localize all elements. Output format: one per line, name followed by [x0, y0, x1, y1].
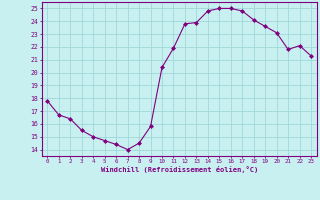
X-axis label: Windchill (Refroidissement éolien,°C): Windchill (Refroidissement éolien,°C): [100, 166, 258, 173]
